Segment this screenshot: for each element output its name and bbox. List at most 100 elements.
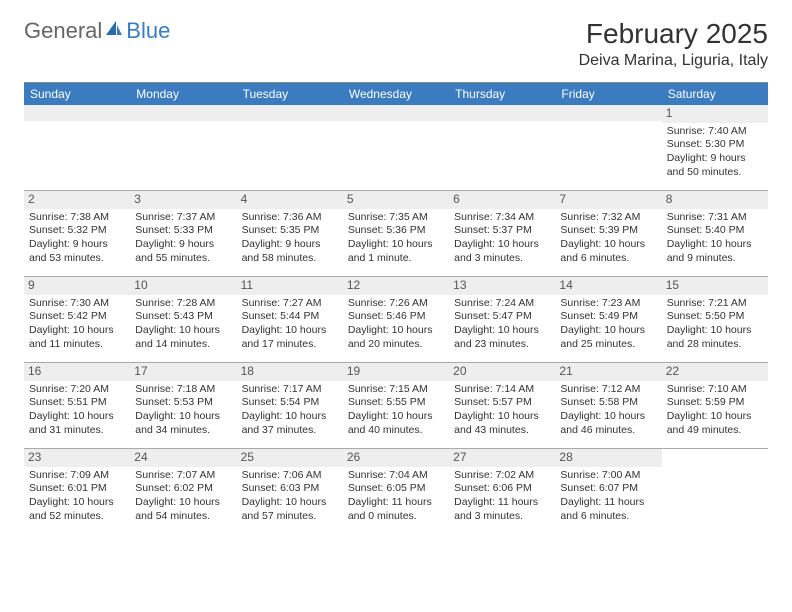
- daylight1-text: Daylight: 9 hours: [242, 238, 338, 252]
- sunset-text: Sunset: 5:30 PM: [667, 138, 763, 152]
- day-number: 27: [449, 449, 555, 467]
- sunset-text: Sunset: 5:46 PM: [348, 310, 444, 324]
- day-number: [237, 105, 343, 121]
- daylight2-text: and 53 minutes.: [29, 252, 125, 266]
- day-number: 15: [662, 277, 768, 295]
- sunrise-text: Sunrise: 7:06 AM: [242, 469, 338, 483]
- day-number: 3: [130, 191, 236, 209]
- day-number: 10: [130, 277, 236, 295]
- daylight1-text: Daylight: 10 hours: [560, 324, 656, 338]
- day-cell: 14Sunrise: 7:23 AMSunset: 5:49 PMDayligh…: [555, 277, 661, 362]
- day-number: 18: [237, 363, 343, 381]
- daylight1-text: Daylight: 9 hours: [135, 238, 231, 252]
- sunset-text: Sunset: 6:06 PM: [454, 482, 550, 496]
- location: Deiva Marina, Liguria, Italy: [579, 52, 768, 70]
- day-cell: 16Sunrise: 7:20 AMSunset: 5:51 PMDayligh…: [24, 363, 130, 448]
- day-cell: 13Sunrise: 7:24 AMSunset: 5:47 PMDayligh…: [449, 277, 555, 362]
- sunset-text: Sunset: 5:39 PM: [560, 224, 656, 238]
- daylight1-text: Daylight: 9 hours: [667, 152, 763, 166]
- sunrise-text: Sunrise: 7:35 AM: [348, 211, 444, 225]
- day-number: 9: [24, 277, 130, 295]
- daylight2-text: and 40 minutes.: [348, 424, 444, 438]
- sunrise-text: Sunrise: 7:27 AM: [242, 297, 338, 311]
- day-number: [24, 105, 130, 121]
- sunset-text: Sunset: 5:59 PM: [667, 396, 763, 410]
- daylight1-text: Daylight: 10 hours: [667, 324, 763, 338]
- day-cell: 12 Sunrise: 7:26 AMSunset: 5:46 PMDayligh…: [343, 277, 449, 362]
- day-cell: 1Sunrise: 7:40 AMSunset: 5:30 PMDaylight…: [662, 105, 768, 190]
- sunset-text: Sunset: 5:44 PM: [242, 310, 338, 324]
- sunset-text: Sunset: 5:43 PM: [135, 310, 231, 324]
- daylight2-text: and 55 minutes.: [135, 252, 231, 266]
- daylight1-text: Daylight: 10 hours: [242, 496, 338, 510]
- sunrise-text: Sunrise: 7:17 AM: [242, 383, 338, 397]
- sunset-text: Sunset: 6:03 PM: [242, 482, 338, 496]
- sunset-text: Sunset: 5:54 PM: [242, 396, 338, 410]
- sunrise-text: Sunrise: 7:38 AM: [29, 211, 125, 225]
- sunrise-text: Sunrise: 7:20 AM: [29, 383, 125, 397]
- daylight1-text: Daylight: 9 hours: [29, 238, 125, 252]
- sunset-text: Sunset: 6:07 PM: [560, 482, 656, 496]
- day-number: 22: [662, 363, 768, 381]
- sunset-text: Sunset: 5:32 PM: [29, 224, 125, 238]
- day-cell: 21Sunrise: 7:12 AMSunset: 5:58 PMDayligh…: [555, 363, 661, 448]
- daylight1-text: Daylight: 10 hours: [29, 410, 125, 424]
- empty-cell: [24, 105, 130, 190]
- day-number: 5: [343, 191, 449, 209]
- daylight2-text: and 11 minutes.: [29, 338, 125, 352]
- sunset-text: Sunset: 5:40 PM: [667, 224, 763, 238]
- daylight1-text: Daylight: 10 hours: [454, 238, 550, 252]
- day-number: 7: [555, 191, 661, 209]
- day-number: 11: [237, 277, 343, 295]
- day-cell: 15Sunrise: 7:21 AMSunset: 5:50 PMDayligh…: [662, 277, 768, 362]
- sunrise-text: Sunrise: 7:36 AM: [242, 211, 338, 225]
- sunrise-text: Sunrise: 7:18 AM: [135, 383, 231, 397]
- weekday-label: Sunday: [24, 83, 130, 105]
- sunrise-text: Sunrise: 7:04 AM: [348, 469, 444, 483]
- daylight2-text: and 3 minutes.: [454, 510, 550, 524]
- weekday-label: Monday: [130, 83, 236, 105]
- day-number: 8: [662, 191, 768, 209]
- sunset-text: Sunset: 5:53 PM: [135, 396, 231, 410]
- sunrise-text: Sunrise: 7:31 AM: [667, 211, 763, 225]
- day-number: 17: [130, 363, 236, 381]
- daylight2-text: and 49 minutes.: [667, 424, 763, 438]
- daylight2-text: and 25 minutes.: [560, 338, 656, 352]
- empty-cell: [237, 105, 343, 190]
- day-cell: 22Sunrise: 7:10 AMSunset: 5:59 PMDayligh…: [662, 363, 768, 448]
- day-cell: 4Sunrise: 7:36 AMSunset: 5:35 PMDaylight…: [237, 191, 343, 276]
- daylight2-text: and 6 minutes.: [560, 510, 656, 524]
- daylight1-text: Daylight: 10 hours: [348, 324, 444, 338]
- daylight1-text: Daylight: 10 hours: [454, 410, 550, 424]
- sunrise-text: Sunrise: 7:30 AM: [29, 297, 125, 311]
- weeks: 1Sunrise: 7:40 AMSunset: 5:30 PMDaylight…: [24, 105, 768, 535]
- week-row: 1Sunrise: 7:40 AMSunset: 5:30 PMDaylight…: [24, 105, 768, 191]
- daylight2-text: and 14 minutes.: [135, 338, 231, 352]
- daylight2-text: and 9 minutes.: [667, 252, 763, 266]
- day-cell: 6Sunrise: 7:34 AMSunset: 5:37 PMDaylight…: [449, 191, 555, 276]
- week-row: 2Sunrise: 7:38 AMSunset: 5:32 PMDaylight…: [24, 191, 768, 277]
- sunrise-text: Sunrise: 7:12 AM: [560, 383, 656, 397]
- empty-cell: [343, 105, 449, 190]
- daylight2-text: and 23 minutes.: [454, 338, 550, 352]
- day-number: 14: [555, 277, 661, 295]
- day-number: 26: [343, 449, 449, 467]
- sunset-text: Sunset: 5:36 PM: [348, 224, 444, 238]
- day-number: 25: [237, 449, 343, 467]
- weekday-label: Thursday: [449, 83, 555, 105]
- sunrise-text: Sunrise: 7:32 AM: [560, 211, 656, 225]
- daylight1-text: Daylight: 11 hours: [454, 496, 550, 510]
- sunrise-text: Sunrise: 7:26 AM: [348, 297, 444, 311]
- day-cell: 9Sunrise: 7:30 AMSunset: 5:42 PMDaylight…: [24, 277, 130, 362]
- daylight2-text: and 1 minute.: [348, 252, 444, 266]
- day-cell: 24Sunrise: 7:07 AMSunset: 6:02 PMDayligh…: [130, 449, 236, 535]
- daylight1-text: Daylight: 10 hours: [242, 410, 338, 424]
- sunset-text: Sunset: 6:02 PM: [135, 482, 231, 496]
- daylight1-text: Daylight: 11 hours: [348, 496, 444, 510]
- daylight2-text: and 57 minutes.: [242, 510, 338, 524]
- sunset-text: Sunset: 5:37 PM: [454, 224, 550, 238]
- daylight2-text: and 28 minutes.: [667, 338, 763, 352]
- daylight2-text: and 20 minutes.: [348, 338, 444, 352]
- day-number: 12: [343, 277, 449, 295]
- day-cell: 2Sunrise: 7:38 AMSunset: 5:32 PMDaylight…: [24, 191, 130, 276]
